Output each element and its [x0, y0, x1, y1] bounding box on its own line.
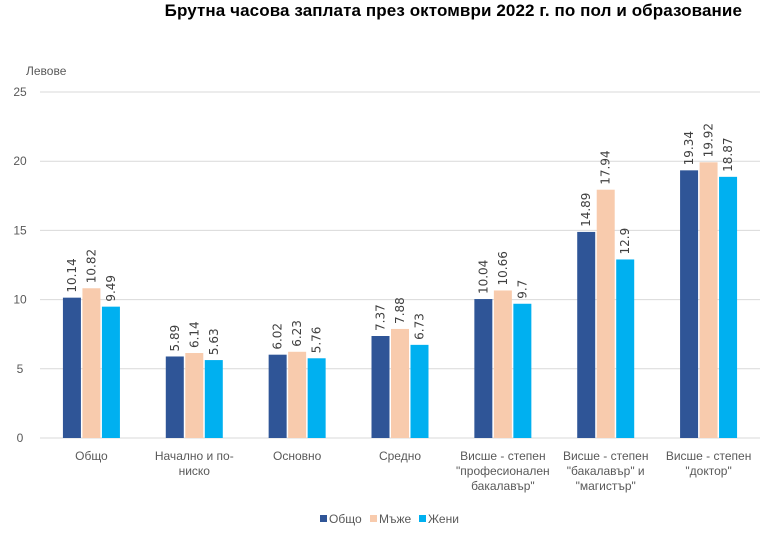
bar-Общо: [268, 354, 287, 438]
y-tick-label: 20: [13, 154, 27, 168]
data-label: 19.92: [702, 123, 716, 157]
data-label: 10.66: [496, 251, 510, 285]
bar-Жени: [101, 306, 120, 438]
bar-Мъже: [699, 162, 718, 439]
legend-swatch-Мъже: [370, 515, 377, 522]
y-axis-label: Левове: [26, 64, 67, 78]
data-label: 6.02: [271, 323, 285, 350]
data-labels: 10.14 10.82 9.49 5.89 6.14 5.63 6.02 6.23 5.76 7.…: [65, 123, 735, 355]
x-category-label: Основно: [273, 449, 322, 463]
legend-swatch-Общо: [320, 515, 327, 522]
data-label: 12.9: [618, 228, 632, 255]
data-label: 6.73: [413, 313, 427, 340]
data-label: 19.34: [682, 131, 696, 165]
bar-Мъже: [596, 189, 615, 438]
bar-Общо: [680, 170, 699, 438]
x-category-line: бакалавър": [471, 479, 535, 493]
bar-Жени: [204, 360, 223, 438]
y-tick-label: 15: [13, 223, 27, 237]
bar-Жени: [307, 358, 326, 438]
x-category-label: Средно: [379, 449, 421, 463]
legend-label: Мъже: [379, 512, 412, 526]
x-axis-categories: Общо Начално и по-ниско Основно Средно Висше…: [75, 449, 751, 493]
bar-Мъже: [185, 353, 204, 438]
data-label: 9.49: [104, 275, 118, 302]
x-category-line: Висше - степен: [666, 449, 752, 463]
x-category-line: ниско: [179, 464, 211, 478]
bar-Жени: [616, 259, 635, 438]
data-label: 6.23: [290, 320, 304, 347]
x-category-line: "професионален: [456, 464, 550, 478]
data-label: 10.04: [476, 260, 490, 294]
data-label: 18.87: [721, 137, 735, 171]
bar-Жени: [719, 176, 738, 438]
data-label: 10.82: [84, 249, 98, 283]
bar-Общо: [62, 297, 81, 438]
y-tick-label: 5: [17, 362, 24, 376]
x-category-line: "магистър": [576, 479, 636, 493]
x-category-label: Общо: [75, 449, 108, 463]
x-category-line: "доктор": [685, 464, 731, 478]
data-label: 9.7: [515, 280, 529, 299]
x-category-line: Основно: [273, 449, 322, 463]
bar-Общо: [165, 356, 184, 438]
legend-label: Жени: [428, 512, 459, 526]
x-category-label: Висше - степен "доктор": [666, 449, 752, 478]
data-label: 14.89: [579, 193, 593, 227]
x-category-line: Висше - степен: [563, 449, 649, 463]
data-label: 5.89: [168, 325, 182, 352]
data-label: 10.14: [65, 258, 79, 292]
x-category-line: Начално и по-: [155, 449, 234, 463]
x-category-line: Висше - степен: [460, 449, 546, 463]
data-label: 5.76: [310, 327, 324, 354]
data-label: 7.88: [393, 297, 407, 324]
x-category-line: Средно: [379, 449, 421, 463]
y-axis-ticks: 0 5 10 15 20 25: [13, 85, 27, 445]
bar-Мъже: [82, 288, 101, 438]
y-tick-label: 25: [13, 85, 27, 99]
legend: Общо Мъже Жени: [320, 512, 459, 526]
y-tick-label: 10: [13, 293, 27, 307]
bar-Общо: [371, 335, 390, 438]
chart-title: Брутна часова заплата през октомври 2022…: [164, 1, 742, 20]
bars: [62, 162, 738, 439]
x-category-label: Начално и по-ниско: [155, 449, 234, 478]
legend-label: Общо: [329, 512, 362, 526]
bar-Мъже: [288, 351, 307, 438]
data-label: 5.63: [207, 328, 221, 355]
bar-Мъже: [493, 290, 512, 438]
bar-Жени: [513, 303, 532, 438]
bar-Общо: [577, 231, 596, 438]
bar-Общо: [474, 299, 493, 438]
bar-Мъже: [391, 328, 409, 438]
legend-swatch-Жени: [419, 515, 426, 522]
bar-Жени: [410, 344, 429, 438]
x-category-line: "бакалавър" и: [567, 464, 645, 478]
x-category-label: Висше - степен "бакалавър" и "магистър": [563, 449, 649, 493]
y-tick-label: 0: [17, 431, 24, 445]
x-category-label: Висше - степен "професионален бакалавър": [456, 449, 550, 493]
data-label: 17.94: [599, 150, 613, 184]
data-label: 6.14: [187, 321, 201, 348]
x-category-line: Общо: [75, 449, 108, 463]
data-label: 7.37: [374, 304, 388, 331]
